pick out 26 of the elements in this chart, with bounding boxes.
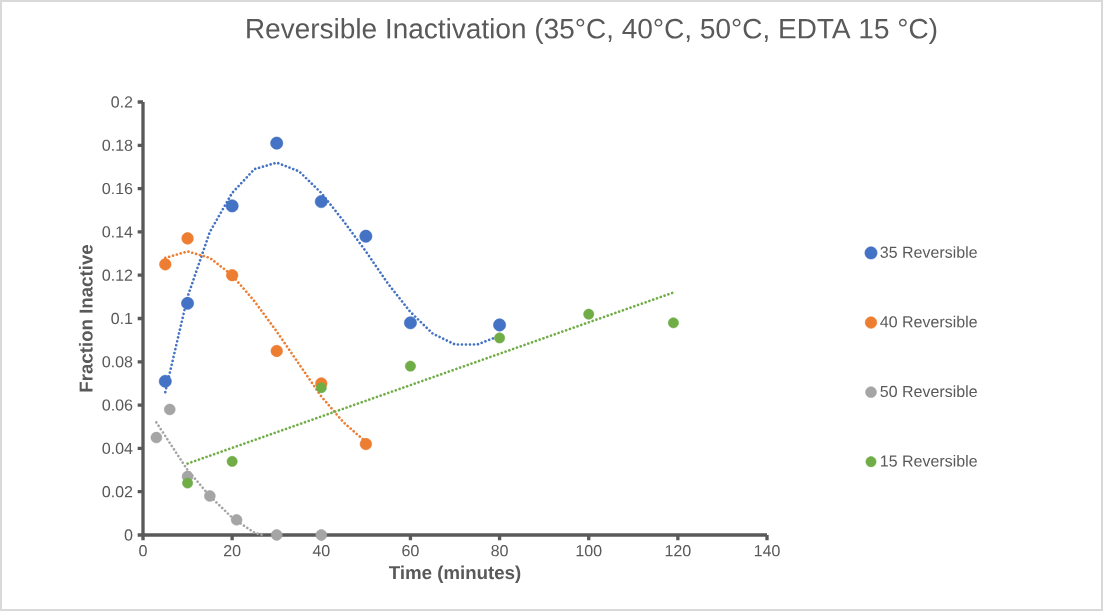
- x-tick-label: 40: [312, 545, 330, 557]
- x-tick-label: 20: [224, 545, 241, 557]
- y-tick-label: 0.12: [102, 269, 133, 281]
- y-tick-label: 0.16: [102, 182, 133, 195]
- x-tick-label: 100: [576, 545, 602, 557]
- x-tick-label: 60: [402, 545, 419, 557]
- y-tick-label: 0.06: [102, 399, 133, 411]
- y-tick-label: 0.14: [102, 226, 133, 238]
- x-tick-label: 0: [139, 545, 147, 557]
- x-tick-label: 120: [665, 545, 691, 557]
- legend-label: 40 Reversible: [880, 315, 977, 328]
- y-tick-label: 0.2: [111, 96, 133, 108]
- y-tick-label: 0.18: [102, 139, 133, 151]
- y-tick-label: 0.02: [102, 486, 133, 498]
- legend-label: 50 Reversible: [880, 385, 977, 398]
- y-tick-label: 0.04: [102, 442, 133, 455]
- legend-label: 35 Reversible: [880, 246, 977, 258]
- x-tick-label: 80: [491, 545, 508, 557]
- x-tick-label: 140: [754, 545, 780, 557]
- y-tick-label: 0.1: [111, 312, 133, 325]
- chart-title: Reversible Inactivation (35°C, 40°C, 50°C, EDTA 15 °C): [247, 18, 937, 45]
- y-axis-title: Fraction Inactive: [78, 244, 93, 392]
- x-axis-title: Time (minutes): [389, 565, 521, 583]
- y-tick-label: 0.08: [102, 356, 133, 368]
- legend-label: 15 Reversible: [881, 454, 977, 467]
- y-tick-label: 0: [124, 529, 133, 541]
